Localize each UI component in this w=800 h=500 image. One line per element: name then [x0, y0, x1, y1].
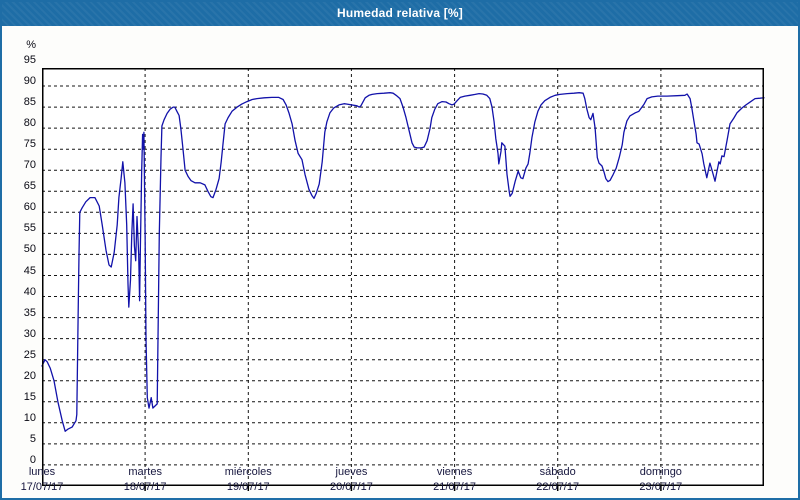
x-axis-day-label: domingo	[639, 466, 682, 478]
x-axis-date-label: 17/07/17	[20, 481, 64, 493]
y-axis-tick-label: 35	[23, 306, 36, 319]
y-axis-tick-label: 85	[23, 96, 36, 109]
y-axis-tick-label: 95	[23, 54, 36, 66]
plot-area	[41, 68, 765, 491]
title-bar: Humedad relativa [%]	[0, 0, 800, 26]
x-axis-day-label: miércoles	[224, 466, 272, 478]
chart-svg	[41, 68, 765, 491]
y-axis-tick-label: 40	[23, 285, 36, 298]
y-axis-tick-label: 45	[23, 264, 36, 277]
y-axis-tick-label: 15	[23, 390, 36, 403]
x-axis-date-label: 22/07/17	[536, 481, 580, 493]
y-axis-tick-label: 55	[23, 222, 36, 235]
chart-canvas: % 95 90 85 80 75 70 65 60 55 50 45 40 35 30 25 20 15 10 5 0 …	[2, 26, 798, 498]
y-axis-tick-label: 60	[23, 201, 36, 214]
x-axis-date-label: 23/07/17	[639, 481, 683, 493]
humidity-line	[41, 92, 765, 432]
y-axis-tick-label: 90	[23, 75, 36, 88]
chart-title: Humedad relativa [%]	[336, 6, 464, 20]
x-axis-date-label: 21/07/17	[433, 481, 476, 493]
x-axis-day-label: lunes	[28, 466, 56, 478]
y-axis-tick-label: 10	[23, 411, 36, 424]
x-axis-day-label: jueves	[335, 466, 368, 478]
y-axis-tick-label: 5	[29, 432, 36, 445]
y-axis-tick-label: 50	[23, 243, 36, 256]
y-axis-tick-label: 20	[23, 369, 36, 382]
y-axis-tick-label: 25	[23, 348, 36, 361]
x-axis-day-label: viernes	[436, 466, 473, 478]
x-axis-date-label: 19/07/17	[226, 481, 270, 493]
y-axis-tick-label: 0	[29, 454, 36, 466]
x-axis-day-label: martes	[128, 466, 162, 478]
y-axis-tick-label: 70	[23, 159, 36, 172]
y-axis-tick-label: 30	[23, 327, 36, 340]
y-axis-tick-label: 80	[23, 117, 36, 130]
x-axis-date-label: 20/07/17	[330, 481, 373, 493]
y-axis-tick-label: 65	[23, 180, 36, 193]
x-axis-day-label: sábado	[539, 466, 576, 478]
y-axis-unit-label: %	[26, 39, 36, 51]
x-axis-date-label: 18/07/17	[123, 481, 167, 493]
y-axis-tick-label: 75	[23, 138, 36, 151]
